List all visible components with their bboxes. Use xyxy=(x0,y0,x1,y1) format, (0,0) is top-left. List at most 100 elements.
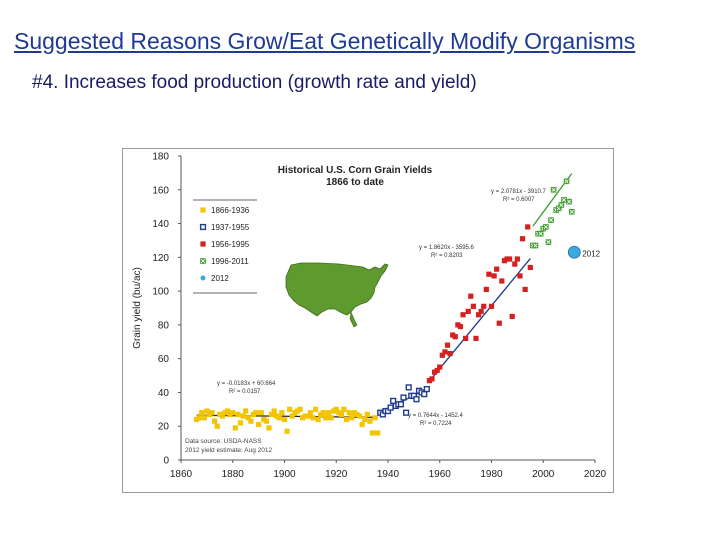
y-tick-label: 120 xyxy=(152,253,169,264)
data-point-1866-1936 xyxy=(204,408,210,414)
data-point-1866-1936 xyxy=(372,415,378,421)
data-point-1866-1936 xyxy=(369,430,376,436)
data-point-1866-1936 xyxy=(346,410,352,416)
data-point-1956-1995 xyxy=(444,342,451,348)
data-point-1956-1995 xyxy=(465,308,471,314)
data-point-1866-1936 xyxy=(243,408,249,414)
data-point-1937-1955 xyxy=(400,394,407,401)
data-point-1956-1995 xyxy=(527,264,533,271)
data-point-1866-1936 xyxy=(328,415,334,421)
data-point-1956-1995 xyxy=(519,236,526,242)
legend-label-1996-2011: 1996-2011 xyxy=(211,257,249,266)
data-point-1956-1995 xyxy=(478,308,484,314)
data-point-1866-1936 xyxy=(364,411,370,417)
data-point-1866-1936 xyxy=(315,416,321,423)
data-point-1866-1936 xyxy=(268,411,275,417)
data-point-1956-1995 xyxy=(525,224,531,230)
source-note: Data source: USDA-NASS xyxy=(185,438,262,445)
corn-yield-chart: 0 20 40 60 80 100 120 140 160 180 1860 1880 1900 1920… xyxy=(122,148,614,493)
data-point-1866-1936 xyxy=(287,406,293,412)
data-point-1956-1995 xyxy=(499,278,505,284)
data-point-1937-1955 xyxy=(421,391,428,398)
point-label-2012: 2012 xyxy=(582,249,600,258)
data-point-1866-1936 xyxy=(375,430,381,436)
data-point-1937-1955 xyxy=(403,409,410,416)
data-point-1996-2011 xyxy=(532,242,539,249)
data-point-1866-1936 xyxy=(235,411,241,417)
data-point-1956-1995 xyxy=(491,273,497,279)
legend-marker-1866-1936 xyxy=(200,207,206,213)
data-point-1956-1995 xyxy=(481,303,487,309)
data-point-1956-1995 xyxy=(486,271,492,277)
x-tick-label: 1860 xyxy=(170,469,193,480)
data-point-1866-1936 xyxy=(362,416,368,423)
x-tick-label: 1880 xyxy=(222,469,245,480)
legend-label-1937-1955: 1937-1955 xyxy=(211,223,250,232)
data-point-1937-1955 xyxy=(397,401,405,408)
data-point-1996-2011 xyxy=(548,217,554,223)
data-point-1866-1936 xyxy=(209,410,215,416)
data-point-1866-1936 xyxy=(323,415,329,421)
y-tick-label: 20 xyxy=(158,422,170,433)
slide-subtitle: #4. Increases food production (growth ra… xyxy=(32,72,477,93)
data-point-1866-1936 xyxy=(310,415,316,421)
y-tick-label: 100 xyxy=(152,287,169,298)
data-point-1956-1995 xyxy=(457,323,464,330)
data-point-1866-1936 xyxy=(253,410,259,416)
data-point-1956-1995 xyxy=(439,352,445,358)
data-point-1956-1995 xyxy=(494,266,500,272)
legend-marker-2012 xyxy=(200,275,206,281)
chart-title: Historical U.S. Corn Grain Yields xyxy=(278,165,433,176)
data-point-1956-1995 xyxy=(463,335,469,341)
data-point-1866-1936 xyxy=(276,415,282,421)
data-point-1866-1936 xyxy=(232,425,238,431)
data-point-1866-1936 xyxy=(320,410,326,416)
data-point-1996-2011 xyxy=(537,230,544,237)
data-point-1866-1936 xyxy=(279,410,285,416)
data-point-1866-1936 xyxy=(325,410,332,416)
data-point-1866-1936 xyxy=(307,410,313,416)
data-point-1866-1936 xyxy=(263,418,269,424)
x-tick-label: 2000 xyxy=(532,469,555,480)
data-point-1996-2011 xyxy=(545,239,552,245)
data-point-1956-1995 xyxy=(475,312,482,318)
data-point-1866-1936 xyxy=(333,406,339,412)
data-point-1866-1936 xyxy=(201,415,207,421)
x-tick-label: 1900 xyxy=(273,469,296,480)
data-point-1866-1936 xyxy=(256,421,262,428)
data-point-1956-1995 xyxy=(434,367,440,374)
trend-equation-1937-1955: y = 0.7644x - 1452.4 xyxy=(408,413,464,419)
data-point-1996-2011 xyxy=(558,202,565,208)
data-point-1866-1936 xyxy=(224,408,231,414)
trend-r2-1956-1995: R² = 0.8203 xyxy=(431,253,463,259)
legend-label-1956-1995: 1956-1995 xyxy=(211,240,250,249)
data-point-1866-1936 xyxy=(344,416,350,423)
data-point-1937-1955 xyxy=(387,404,394,411)
legend-label-1866-1936: 1866-1936 xyxy=(211,206,250,215)
data-point-1866-1936 xyxy=(367,418,373,424)
data-point-1866-1936 xyxy=(240,413,246,419)
y-tick-label: 180 xyxy=(152,152,169,163)
data-point-1866-1936 xyxy=(341,406,347,412)
trend-r2-1937-1955: R² = 0.7224 xyxy=(420,421,452,427)
data-point-1866-1936 xyxy=(271,408,277,414)
data-point-1956-1995 xyxy=(442,349,448,355)
trend-equation-1866-1936: y = -0.0183x + 60.664 xyxy=(217,381,276,387)
y-tick-label: 60 xyxy=(158,354,170,365)
x-tick-label: 2020 xyxy=(584,469,607,480)
data-point-1866-1936 xyxy=(349,415,355,421)
y-tick-label: 80 xyxy=(158,320,170,331)
data-point-1956-1995 xyxy=(473,335,479,341)
data-point-1956-1995 xyxy=(496,320,502,326)
trend-equation-1996-2011: y = 2.0781x - 3910.7 xyxy=(491,189,547,195)
data-point-1996-2011 xyxy=(563,178,570,185)
estimate-note: 2012 yield estimate: Aug 2012 xyxy=(185,447,272,454)
x-tick-label: 1980 xyxy=(480,469,503,480)
trend-r2-1866-1936: R² = 0.0157 xyxy=(229,389,261,395)
legend-marker-1996-2011 xyxy=(200,258,206,264)
chart-subtitle: 1866 to date xyxy=(326,177,384,188)
data-point-1866-1936 xyxy=(289,413,295,419)
data-point-1956-1995 xyxy=(517,273,523,279)
y-tick-label: 0 xyxy=(163,456,169,467)
legend-marker-1956-1995 xyxy=(200,241,206,247)
